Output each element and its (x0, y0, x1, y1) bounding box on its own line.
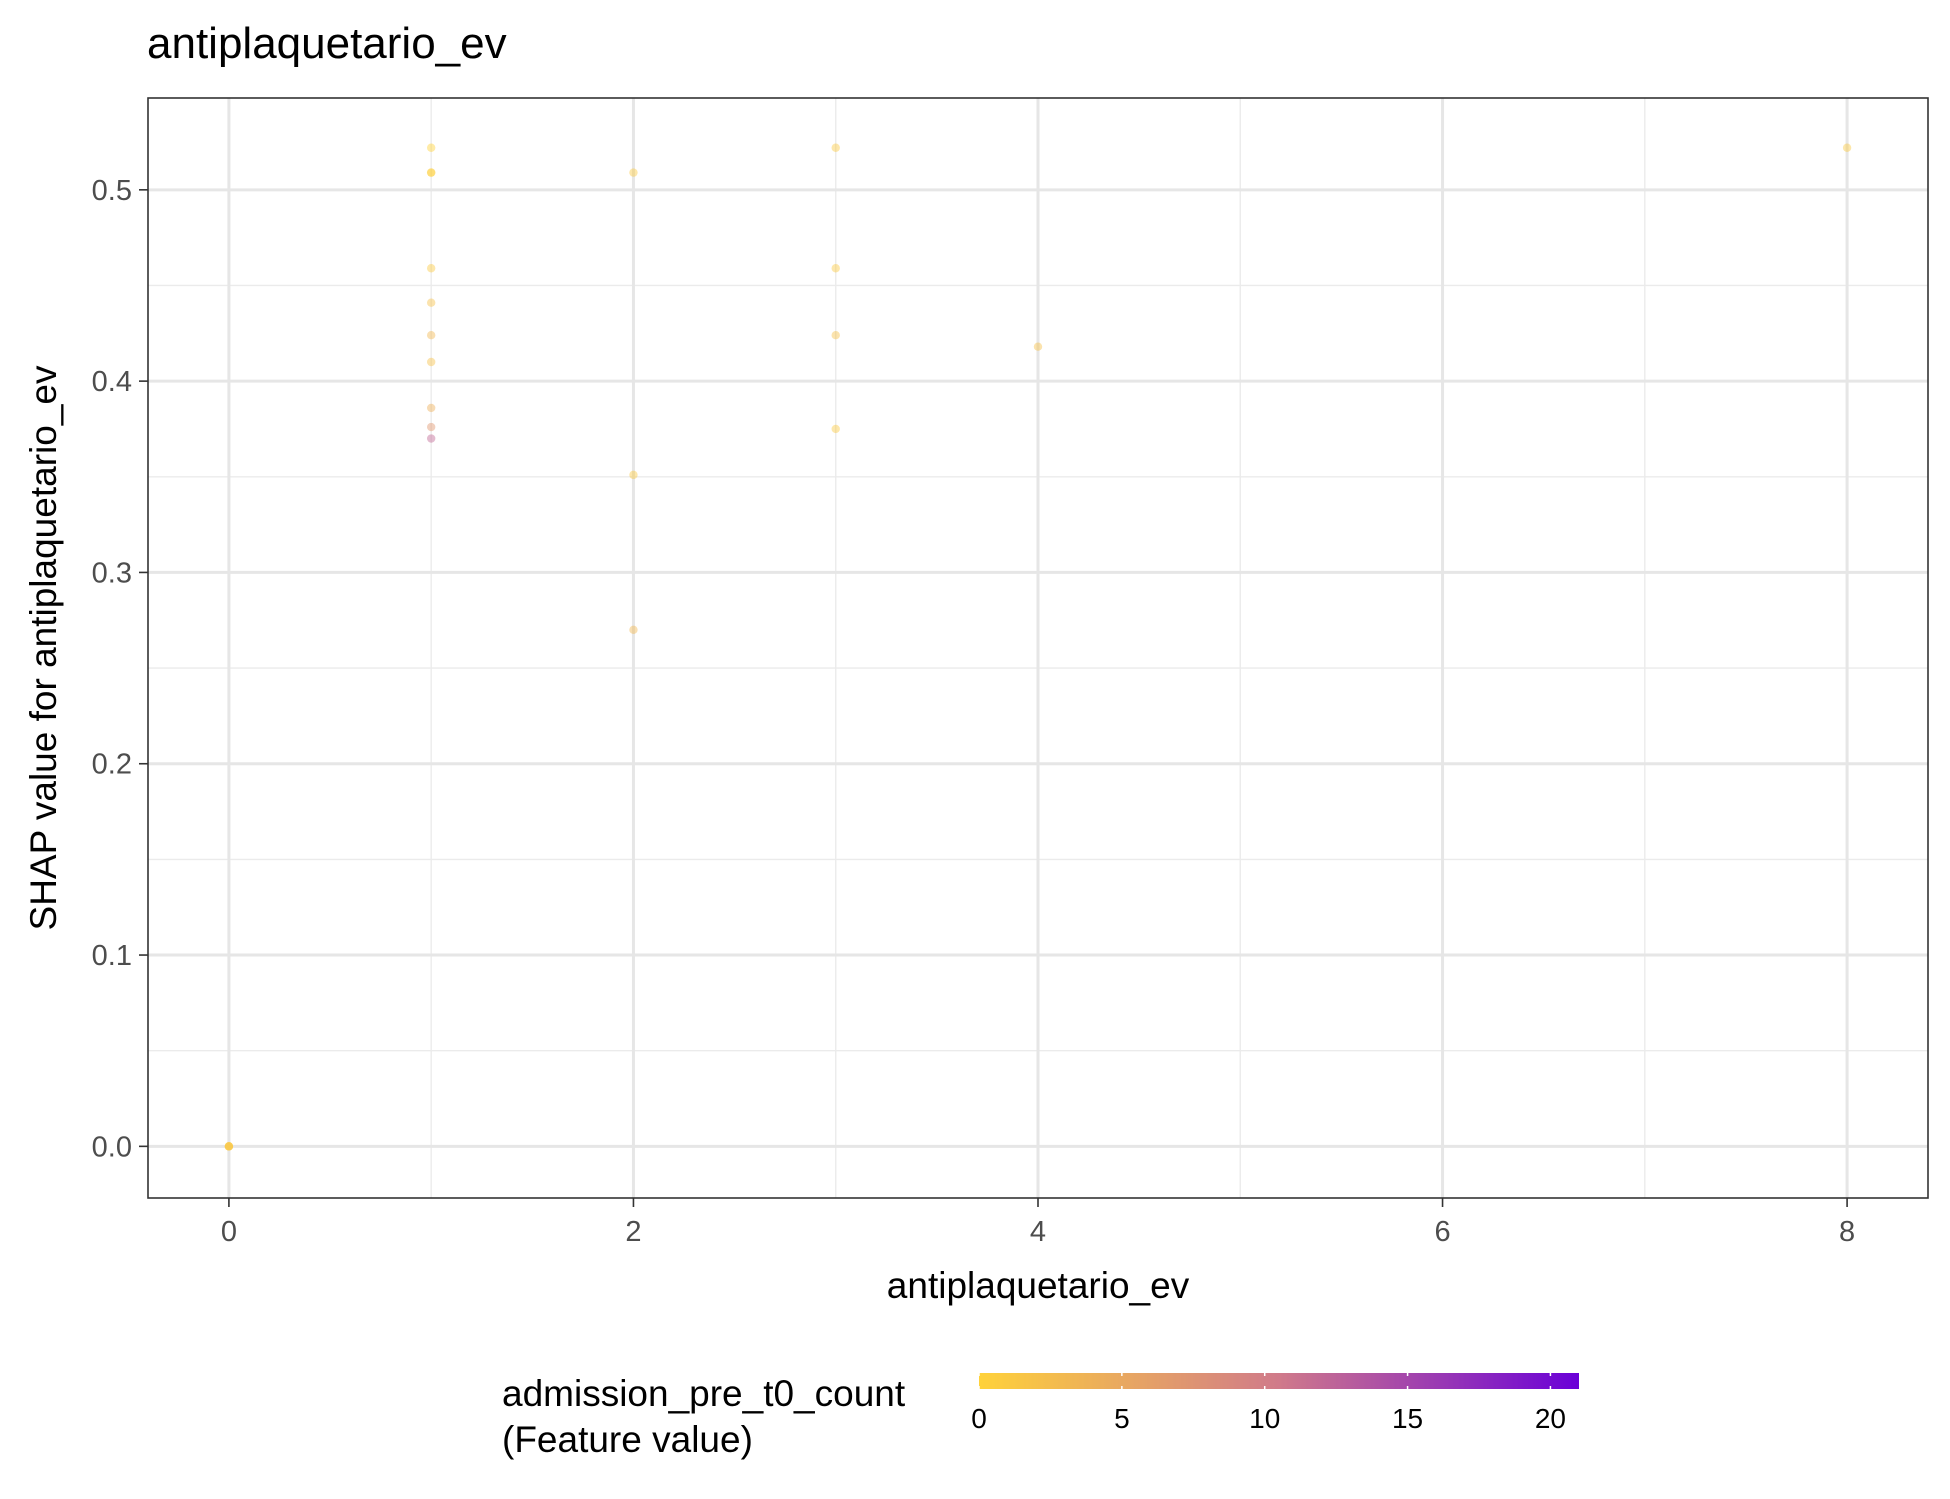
grid-lines (148, 98, 1928, 1198)
y-tick-label: 0.1 (92, 940, 132, 972)
x-axis: 0 2 4 6 8 (221, 1198, 1855, 1248)
data-point (224, 1142, 234, 1151)
colorbar-legend: admission_pre_t0_count (Feature value) 0… (502, 1373, 1579, 1460)
y-tick-label: 0.2 (92, 749, 132, 781)
y-tick-label: 0.0 (92, 1131, 132, 1163)
data-point (1033, 342, 1043, 351)
colorbar-title-line1: admission_pre_t0_count (502, 1373, 906, 1414)
data-point (426, 331, 436, 340)
x-tick-label: 8 (1839, 1216, 1855, 1248)
data-point (831, 264, 840, 273)
y-tick-label: 0.5 (92, 175, 132, 207)
colorbar-tick-label: 15 (1392, 1403, 1423, 1434)
x-tick-label: 0 (221, 1216, 237, 1248)
colorbar-tick-label: 0 (971, 1403, 987, 1434)
data-point (831, 331, 840, 340)
data-point (1842, 143, 1852, 152)
data-point (831, 143, 840, 152)
x-tick-label: 2 (625, 1216, 641, 1248)
colorbar-gradient (979, 1373, 1579, 1389)
data-point (629, 470, 638, 480)
y-tick-label: 0.3 (92, 557, 132, 589)
data-point (426, 357, 436, 367)
data-point (224, 1142, 234, 1151)
y-axis-label: SHAP value for antiplaquetario_ev (23, 365, 64, 930)
colorbar-tick-label: 20 (1535, 1403, 1566, 1434)
colorbar-title-line2: (Feature value) (502, 1419, 753, 1460)
x-tick-label: 6 (1434, 1216, 1450, 1248)
data-point (426, 434, 436, 443)
data-point (426, 298, 436, 307)
data-point (629, 168, 638, 177)
chart-title: antiplaquetario_ev (147, 19, 507, 68)
colorbar-tick-label: 10 (1249, 1403, 1280, 1434)
colorbar-ticks: 0 5 10 15 20 (971, 1373, 1566, 1434)
data-point (831, 424, 840, 434)
y-tick-label: 0.4 (92, 366, 132, 398)
data-point (426, 264, 436, 273)
data-point (426, 422, 436, 432)
data-point (426, 168, 436, 177)
plot-panel (147, 97, 1929, 1199)
x-tick-label: 4 (1030, 1216, 1046, 1248)
y-axis: 0.0 0.1 0.2 0.3 0.4 0.5 (92, 175, 148, 1163)
data-point (426, 403, 436, 413)
data-point (629, 625, 638, 635)
x-axis-label: antiplaquetario_ev (887, 1265, 1190, 1306)
data-point (426, 143, 436, 152)
colorbar-tick-label: 5 (1114, 1403, 1130, 1434)
data-point (224, 1142, 234, 1151)
data-point (426, 168, 436, 177)
scatter-points (224, 143, 1852, 1151)
data-point (224, 1142, 234, 1151)
